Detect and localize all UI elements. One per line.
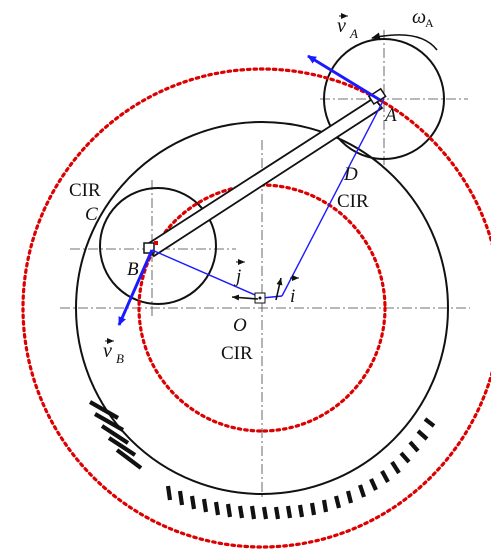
velocity-a-vector xyxy=(307,54,381,102)
label-c-cir: CIR xyxy=(69,180,101,201)
label-b: B xyxy=(127,259,139,280)
label-va: v A xyxy=(337,13,358,41)
svg-text:A: A xyxy=(425,16,434,30)
svg-text:A: A xyxy=(349,26,358,41)
large-ring xyxy=(75,121,449,495)
label-vb: v B xyxy=(103,338,124,366)
label-a: A xyxy=(383,105,397,126)
svg-text:i: i xyxy=(290,286,295,307)
label-j: j xyxy=(233,259,245,287)
svg-text:j: j xyxy=(233,266,241,287)
ground-hatching xyxy=(88,400,436,520)
red-dotted-outer-circle xyxy=(21,67,491,549)
label-d: D xyxy=(343,164,358,185)
pin-c-small xyxy=(154,241,158,245)
svg-text:B: B xyxy=(116,351,124,366)
label-o: O xyxy=(233,315,247,336)
right-angle-o xyxy=(254,292,266,304)
pin-b xyxy=(143,242,155,254)
unit-vector-i xyxy=(275,277,283,301)
gear-b xyxy=(99,187,217,305)
label-c: C xyxy=(85,204,98,225)
svg-text:v: v xyxy=(103,340,112,362)
label-omega: ω A xyxy=(412,6,434,30)
label-i: i xyxy=(290,275,299,307)
gear-a xyxy=(323,38,445,160)
label-o-cir: CIR xyxy=(221,343,253,364)
svg-text:v: v xyxy=(337,15,346,37)
omega-arrow xyxy=(371,32,438,51)
velocity-b-vector xyxy=(117,249,154,326)
label-d-cir: CIR xyxy=(337,191,369,212)
unit-vector-j xyxy=(231,294,259,301)
svg-text:ω: ω xyxy=(412,6,426,28)
